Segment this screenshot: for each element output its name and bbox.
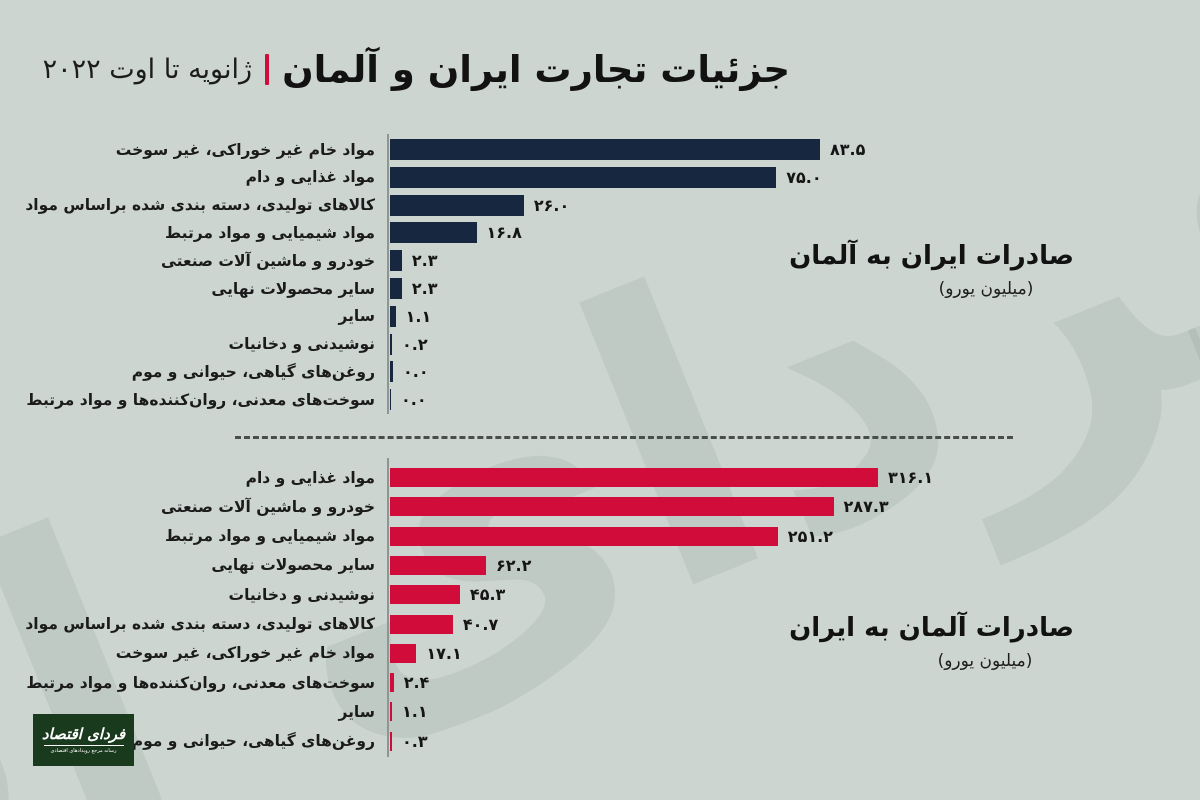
category-label: سایر — [338, 702, 375, 721]
bar — [390, 731, 392, 751]
value-label: ۱.۱ — [405, 306, 432, 326]
value-label: ۶۲.۲ — [496, 555, 532, 575]
value-label: ۲.۳ — [411, 279, 438, 298]
value-label: ۲.۳ — [411, 251, 438, 271]
value-label: ۴۵.۳ — [469, 585, 506, 605]
category-label: نوشیدنی و دخانیات — [228, 335, 375, 354]
bottom-chart-unit: (میلیون یورو) — [937, 651, 1033, 671]
value-label: ۰.۳ — [402, 731, 428, 751]
value-label: ۱.۱ — [402, 702, 428, 722]
category-label: روغن‌های گیاهی، حیوانی و موم — [131, 732, 375, 751]
page-title-block: جزئیات تجارت ایران و آلمان ژانویه تا اوت… — [43, 48, 790, 91]
category-label: مواد شیمیایی و مواد مرتبط — [165, 527, 375, 546]
bar — [390, 222, 477, 244]
bar — [390, 526, 778, 546]
bar — [390, 333, 392, 355]
top-chart-title: صادرات ایران به آلمان — [789, 241, 1074, 271]
bar — [390, 497, 834, 517]
value-label: ۰.۰ — [403, 362, 429, 382]
value-label: ۰.۰ — [401, 390, 427, 410]
category-label: سایر — [338, 307, 375, 326]
value-label: ۳۱۶.۱ — [888, 468, 934, 487]
category-label: کالاهای تولیدی، دسته بندی شده براساس موا… — [25, 196, 375, 215]
bar — [390, 305, 396, 327]
value-label: ۴۰.۷ — [462, 614, 499, 634]
publisher-logo-tagline: رسانه مرجع رویدادهای اقتصادی — [50, 748, 117, 755]
category-label: سایر محصولات نهایی — [211, 556, 375, 575]
publisher-logo-rule — [43, 745, 124, 747]
bottom-chart-header: صادرات آلمان به ایران (میلیون یورو) — [789, 613, 1074, 671]
bar — [390, 389, 391, 411]
publisher-logo: فردای اقتصاد رسانه مرجع رویدادهای اقتصاد… — [33, 714, 134, 766]
value-label: ۲۵۱.۲ — [787, 526, 833, 546]
bar — [390, 468, 878, 487]
category-label: مواد شیمیایی و مواد مرتبط — [165, 223, 375, 242]
title-separator-bar — [265, 54, 270, 85]
bar — [390, 614, 453, 634]
bar — [390, 673, 394, 693]
bar — [390, 361, 393, 383]
bar — [390, 643, 417, 663]
value-label: ۱۶.۸ — [486, 223, 522, 243]
category-label: کالاهای تولیدی، دسته بندی شده براساس موا… — [25, 615, 375, 633]
category-label: روغن‌های گیاهی، حیوانی و موم — [131, 362, 375, 381]
category-label: مواد غذایی و دام — [245, 468, 375, 487]
page-subtitle: ژانویه تا اوت ۲۰۲۲ — [42, 54, 253, 85]
dashed-divider — [235, 436, 1013, 439]
category-label: سوخت‌های معدنی، روان‌کننده‌ها و مواد مرت… — [26, 390, 375, 409]
value-label: ۰.۲ — [402, 334, 428, 354]
bottom-chart-title: صادرات آلمان به ایران — [789, 613, 1074, 643]
value-label: ۲۶.۰ — [533, 195, 570, 215]
bar — [390, 250, 402, 272]
bar — [390, 194, 524, 216]
bar — [390, 166, 777, 188]
bar — [390, 139, 820, 160]
value-label: ۸۳.۵ — [830, 140, 866, 159]
category-label: سوخت‌های معدنی، روان‌کننده‌ها و مواد مرت… — [26, 673, 375, 692]
publisher-logo-brand: فردای اقتصاد — [41, 724, 126, 743]
value-label: ۲۸۷.۳ — [843, 497, 889, 517]
bar — [390, 278, 402, 299]
bar — [390, 555, 487, 575]
category-label: نوشیدنی و دخانیات — [228, 585, 375, 604]
value-label: ۲.۴ — [403, 673, 430, 693]
top-chart-unit: (میلیون یورو) — [938, 279, 1034, 299]
value-label: ۱۷.۱ — [426, 643, 462, 663]
bottom-chart-axis-line — [387, 458, 389, 757]
bar — [390, 702, 392, 722]
top-chart-axis-line — [387, 134, 389, 414]
category-label: مواد خام غیر خوراکی، غیر سوخت — [115, 140, 375, 159]
category-label: خودرو و ماشین آلات صنعتی — [160, 251, 375, 270]
category-label: سایر محصولات نهایی — [211, 279, 375, 298]
page-title: جزئیات تجارت ایران و آلمان — [282, 48, 790, 91]
category-label: مواد خام غیر خوراکی، غیر سوخت — [115, 644, 375, 663]
value-label: ۷۵.۰ — [786, 167, 822, 187]
category-label: خودرو و ماشین آلات صنعتی — [160, 497, 375, 516]
top-chart-header: صادرات ایران به آلمان (میلیون یورو) — [789, 241, 1074, 299]
bar — [390, 585, 460, 605]
category-label: مواد غذایی و دام — [245, 168, 375, 187]
